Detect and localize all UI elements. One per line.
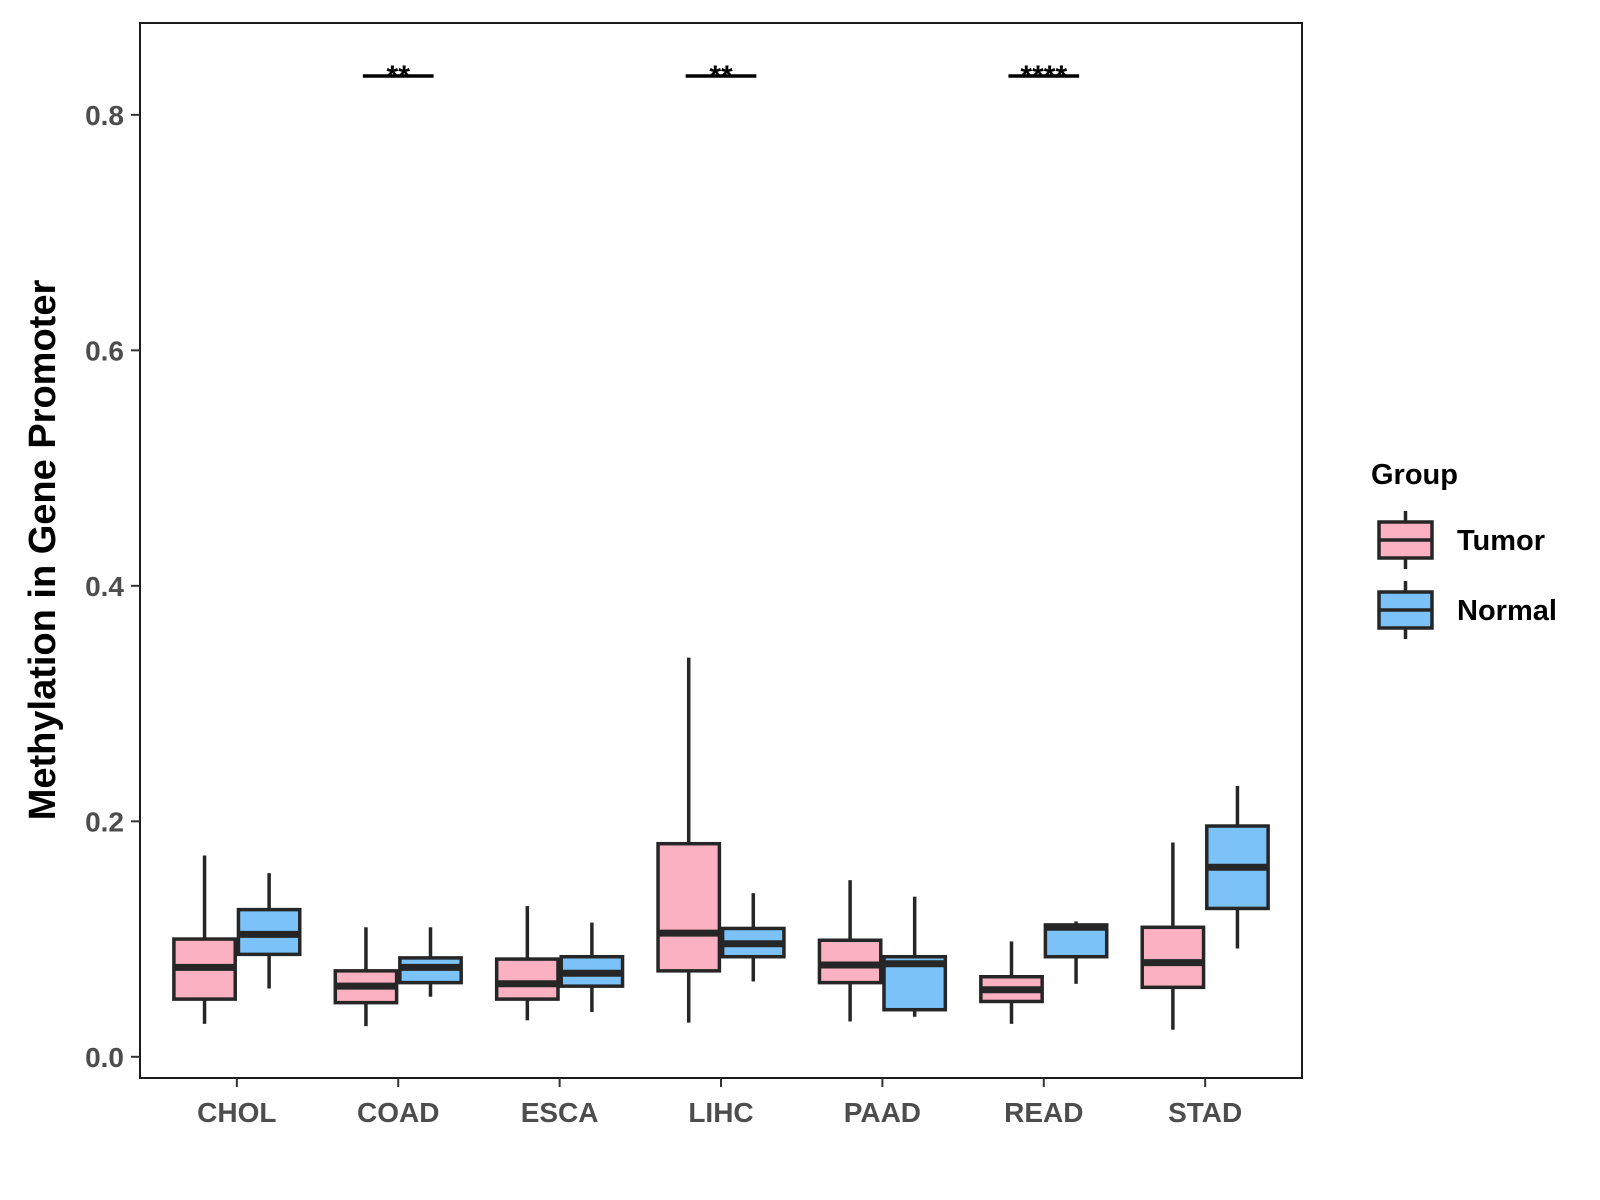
- legend-item-normal: Normal: [1377, 581, 1557, 639]
- box-tumor-lihc: [656, 657, 722, 1023]
- y-tick-label: 0.6: [85, 335, 124, 366]
- y-tick-label: 0.0: [85, 1042, 124, 1073]
- y-tick-label: 0.8: [85, 100, 124, 131]
- significance-layer: ** ** ****: [362, 60, 1080, 93]
- y-axis: 0.0 0.2 0.4 0.6 0.8: [85, 100, 140, 1073]
- box-tumor-chol: [172, 855, 237, 1024]
- x-tick-label: STAD: [1168, 1097, 1242, 1128]
- x-tick-label: CHOL: [197, 1097, 276, 1128]
- x-tick-label: COAD: [357, 1097, 439, 1128]
- y-axis-title: Methylation in Gene Promoter: [22, 280, 64, 821]
- box-normal-read: [1043, 921, 1109, 984]
- significance-label: **: [387, 60, 411, 93]
- box-tumor-read: [979, 941, 1044, 1024]
- x-axis: CHOL COAD ESCA LIHC PAAD READ STAD: [197, 1078, 1242, 1128]
- box-normal-lihc: [720, 893, 786, 982]
- x-tick-label: PAAD: [844, 1097, 921, 1128]
- box-normal-chol: [236, 873, 302, 989]
- box-tumor-coad: [333, 927, 399, 1027]
- box-normal-coad: [398, 927, 463, 997]
- box-tumor-stad: [1140, 842, 1206, 1030]
- box-iqr: [1043, 923, 1109, 959]
- significance-coad: **: [362, 60, 434, 93]
- box-layer: [172, 657, 1270, 1030]
- y-tick-label: 0.4: [85, 571, 124, 602]
- significance-lihc: **: [685, 60, 757, 93]
- box-normal-stad: [1205, 785, 1270, 949]
- x-tick-label: LIHC: [688, 1097, 753, 1128]
- box-iqr: [817, 938, 883, 985]
- significance-label: **: [709, 60, 733, 93]
- y-tick-label: 0.2: [85, 806, 124, 837]
- legend-label: Tumor: [1457, 525, 1545, 557]
- x-tick-label: READ: [1004, 1097, 1083, 1128]
- box-iqr: [656, 841, 722, 973]
- box-iqr: [1140, 925, 1206, 990]
- significance-label: ****: [1020, 60, 1067, 93]
- box-normal-paad: [882, 896, 948, 1017]
- significance-read: ****: [1008, 60, 1080, 93]
- legend-title: Group: [1371, 459, 1458, 491]
- legend-item-tumor: Tumor: [1377, 511, 1545, 569]
- legend-items: Tumor Normal: [1377, 511, 1557, 639]
- legend: Group Tumor Normal: [1371, 459, 1557, 639]
- x-tick-label: ESCA: [521, 1097, 599, 1128]
- legend-label: Normal: [1457, 595, 1557, 627]
- box-normal-esca: [559, 922, 625, 1013]
- box-tumor-esca: [494, 906, 560, 1021]
- box-iqr: [494, 957, 560, 1001]
- box-tumor-paad: [817, 880, 883, 1022]
